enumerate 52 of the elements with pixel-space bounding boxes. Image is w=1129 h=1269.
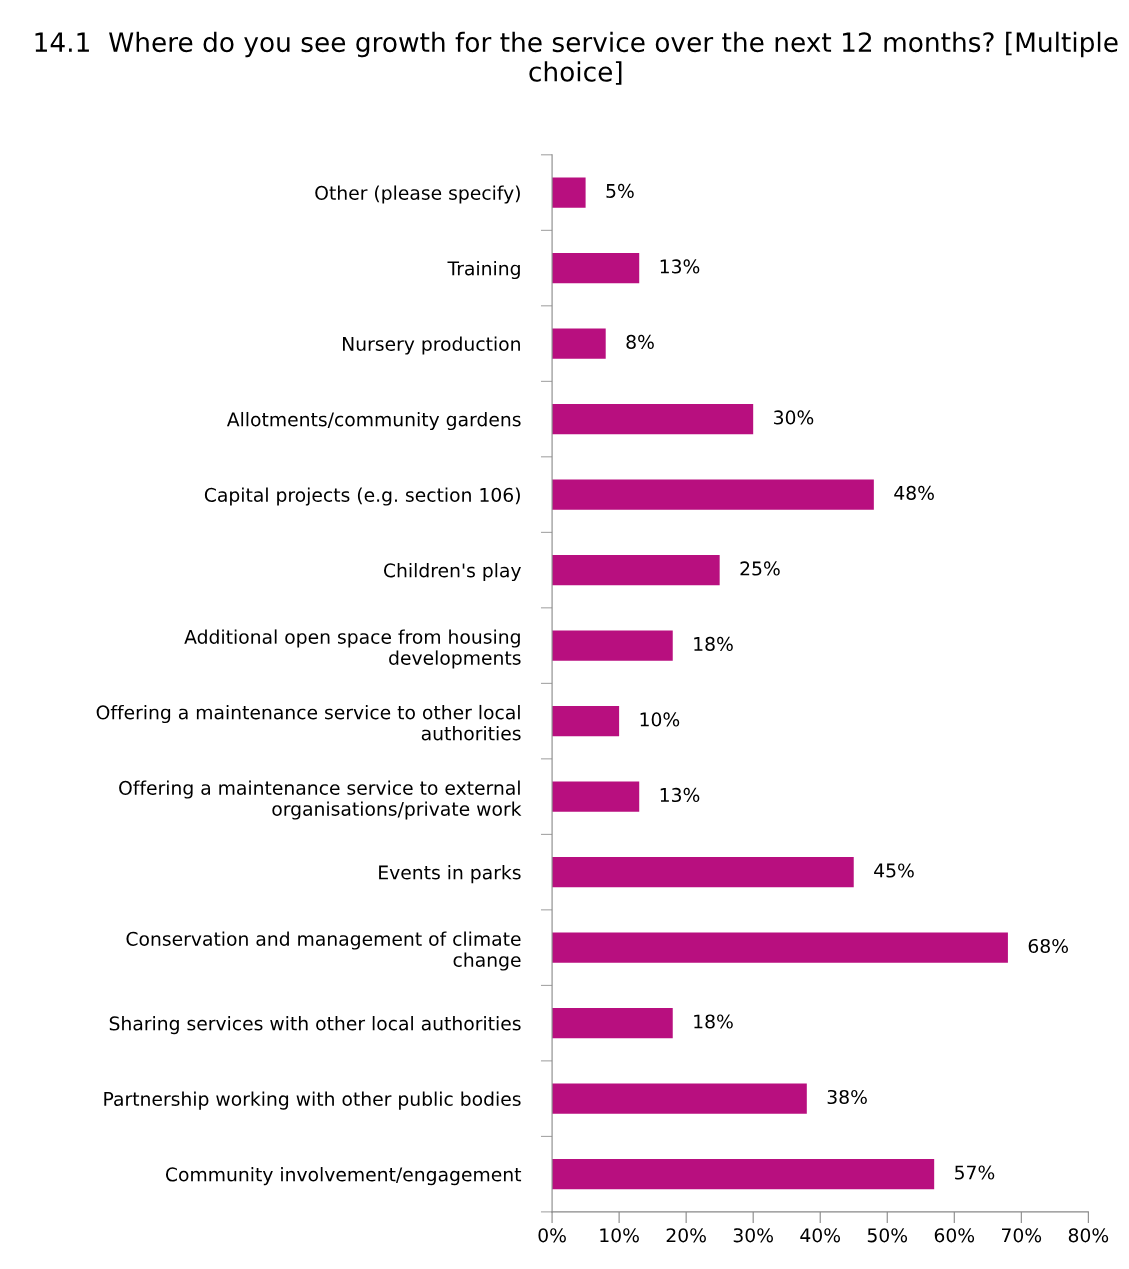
bar: [552, 706, 620, 737]
y-tick-label: Conservation and management of climate change: [126, 931, 521, 971]
x-tick-label: 40%: [800, 1228, 841, 1243]
data-label: 18%: [694, 1014, 733, 1029]
bar: [552, 1083, 807, 1114]
data-label: 48%: [894, 485, 934, 501]
data-label: 30%: [774, 410, 814, 425]
bar: [552, 857, 854, 888]
bar: [552, 1159, 935, 1190]
data-label: 5%: [606, 183, 634, 199]
bar: [552, 177, 586, 208]
y-tick-label: Sharing services with other local authorities: [109, 1016, 521, 1035]
bar: [552, 328, 606, 359]
y-tick-label: Offering a maintenance service to external organisations/private work: [119, 780, 522, 820]
chart-title: 14.1 Where do you see growth for the service over the next 12 months? [Multiple choice]: [35, 31, 1118, 85]
data-label: 13%: [660, 787, 700, 803]
data-label: 68%: [1028, 938, 1068, 954]
y-tick-label: Training: [447, 260, 520, 280]
data-label: 45%: [874, 863, 914, 878]
y-tick-label: Children's play: [383, 562, 521, 582]
data-label: 18%: [694, 636, 733, 652]
x-tick-label: 70%: [1002, 1228, 1042, 1243]
data-label: 38%: [827, 1089, 867, 1105]
bar: [552, 479, 874, 510]
x-tick-label: 20%: [666, 1228, 706, 1243]
y-tick-label: Community involvement/engagement: [165, 1167, 522, 1186]
x-tick-label: 30%: [733, 1228, 773, 1243]
y-tick-label: Partnership working with other public bodies: [104, 1091, 521, 1110]
bar: [552, 630, 673, 661]
y-tick-label: Offering a maintenance service to other local authorities: [96, 704, 521, 741]
y-tick-label: Allotments/community gardens: [226, 411, 521, 431]
y-tick-label: Additional open space from housing developments: [184, 629, 521, 669]
bar: [552, 781, 640, 812]
x-tick-label: 10%: [600, 1228, 639, 1243]
bar: [552, 252, 640, 284]
y-tick-label: Events in parks: [379, 865, 521, 884]
bar: [552, 932, 1008, 963]
x-tick-label: 80%: [1068, 1228, 1109, 1243]
y-tick-label: Nursery production: [343, 336, 520, 355]
data-label: 13%: [660, 259, 700, 274]
bar: [552, 403, 754, 435]
bar: [552, 1008, 673, 1039]
data-label: 10%: [640, 712, 680, 727]
x-tick-label: 0%: [538, 1228, 566, 1243]
x-tick-label: 60%: [934, 1228, 975, 1243]
bar: [552, 555, 720, 586]
data-label: 8%: [626, 334, 654, 350]
y-tick-label: Other (please specify): [315, 185, 520, 204]
y-tick-label: Capital projects (e.g. section 106): [204, 487, 520, 506]
x-tick-label: 50%: [867, 1228, 908, 1243]
data-label: 57%: [955, 1165, 995, 1180]
data-label: 25%: [740, 561, 780, 576]
